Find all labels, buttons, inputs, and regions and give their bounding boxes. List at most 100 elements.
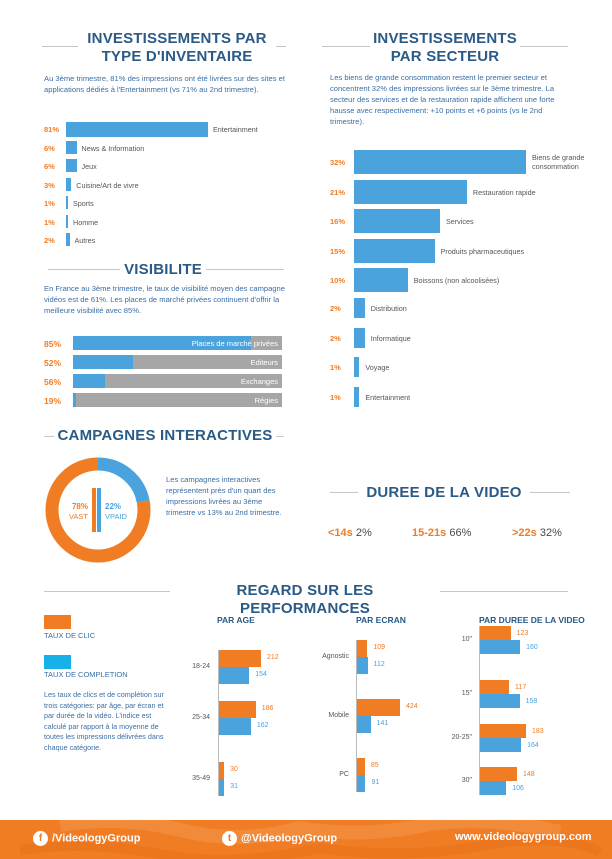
legend-click-label: TAUX DE CLIC bbox=[44, 631, 96, 640]
perf-completion-bar bbox=[356, 775, 366, 792]
perf-group-title: PAR DUREE DE LA VIDEO bbox=[479, 615, 585, 625]
perf-click-value: 117 bbox=[515, 684, 527, 691]
perf-completion-value: 164 bbox=[527, 742, 539, 749]
visibility-fill bbox=[73, 393, 77, 407]
visibility-track bbox=[73, 393, 282, 407]
perf-click-bar bbox=[479, 724, 526, 738]
perf-completion-value: 160 bbox=[526, 644, 538, 651]
visibility-description: En France au 3ème trimestre, le taux de … bbox=[44, 284, 286, 315]
perf-completion-bar bbox=[356, 657, 368, 674]
perf-click-value: 30 bbox=[230, 766, 238, 773]
visibility-chart: 85% Places de marché privées 52% Editeurs 56… bbox=[44, 336, 284, 412]
divider bbox=[48, 269, 120, 270]
divider bbox=[330, 492, 358, 493]
sector-label: Produits pharmaceutiques bbox=[440, 246, 525, 256]
inventory-pct: 1% bbox=[44, 217, 55, 227]
visibility-pct: 52% bbox=[44, 358, 62, 368]
visibility-label: Régies bbox=[254, 396, 278, 405]
visibility-fill bbox=[73, 336, 251, 350]
sector-title-line1: INVESTISSEMENTS bbox=[373, 30, 517, 47]
perf-category-label: Mobile bbox=[328, 712, 349, 719]
perf-click-value: 183 bbox=[532, 728, 544, 735]
perf-completion-bar bbox=[356, 716, 371, 733]
inventory-pct: 1% bbox=[44, 199, 55, 208]
inventory-label: Autres bbox=[74, 236, 96, 245]
inventory-label: Jeux bbox=[81, 162, 97, 171]
perf-completion-value: 112 bbox=[373, 661, 385, 668]
visibility-label: Exchanges bbox=[240, 377, 278, 386]
perf-group-title: PAR AGE bbox=[217, 615, 255, 625]
visibility-pct: 85% bbox=[44, 339, 62, 349]
divider bbox=[276, 46, 286, 47]
duration-row: <14s 2% 15-21s 66% >22s 32% bbox=[328, 527, 578, 543]
footer: f/VideologyGroup t @VideologyGroup www.vi… bbox=[0, 820, 612, 859]
perf-completion-bar bbox=[479, 738, 522, 752]
divider bbox=[206, 269, 284, 270]
footer-map-texture bbox=[19, 820, 603, 859]
footer-twitter[interactable]: t @VideologyGroup bbox=[222, 831, 337, 846]
perf-completion-bar bbox=[218, 718, 251, 735]
footer-facebook[interactable]: f/VideologyGroup bbox=[33, 831, 140, 846]
perf-completion-value: 106 bbox=[512, 785, 524, 792]
perf-axis bbox=[218, 650, 219, 796]
divider bbox=[520, 46, 568, 47]
duration-pct: 2% bbox=[355, 527, 372, 539]
inventory-pct: 6% bbox=[44, 143, 55, 153]
sector-pct: 1% bbox=[330, 392, 341, 402]
perf-category-label: Agnostic bbox=[322, 653, 349, 660]
inventory-bar bbox=[66, 122, 208, 137]
perf-click-bar bbox=[479, 680, 510, 694]
perf-click-value: 123 bbox=[516, 630, 529, 637]
sector-label: Biens de grande consommation bbox=[532, 153, 585, 171]
visibility-label: Places de marché privées bbox=[191, 339, 278, 348]
perf-category-label: 10" bbox=[461, 636, 472, 643]
duration-range: <14s bbox=[328, 527, 353, 539]
inventory-bar bbox=[66, 140, 77, 154]
inventory-bar bbox=[66, 196, 68, 209]
inventory-bar bbox=[66, 214, 68, 228]
inventory-title: INVESTISSEMENTS PAR TYPE D'INVENTAIRE bbox=[78, 30, 276, 66]
sector-bar bbox=[354, 357, 360, 378]
interactive-donut bbox=[44, 456, 152, 564]
vast-marker bbox=[92, 488, 96, 532]
perf-click-bar bbox=[356, 699, 400, 716]
inventory-pct: 81% bbox=[44, 125, 60, 134]
donut-chart bbox=[45, 457, 151, 563]
sector-pct: 32% bbox=[330, 158, 346, 167]
visibility-title: VISIBILITE bbox=[124, 261, 202, 278]
perf-completion-value: 91 bbox=[371, 779, 380, 786]
twitter-handle: @VideologyGroup bbox=[241, 832, 338, 845]
inventory-pct: 3% bbox=[44, 180, 55, 190]
perf-category-label: 25-34 bbox=[192, 714, 210, 721]
perf-axis bbox=[356, 640, 357, 792]
sector-pct: 1% bbox=[330, 363, 341, 373]
sector-bar bbox=[354, 327, 365, 348]
inventory-label: Sports bbox=[73, 199, 94, 208]
duration-range: 15-21s bbox=[412, 527, 447, 539]
sector-label: Voyage bbox=[365, 363, 390, 373]
perf-completion-bar bbox=[479, 694, 520, 708]
interactive-description: Les campagnes interactives représentent … bbox=[166, 475, 282, 517]
perf-click-bar bbox=[479, 767, 517, 781]
visibility-pct: 56% bbox=[44, 377, 62, 387]
perf-click-bar bbox=[218, 650, 261, 667]
sector-label: Boissons (non alcoolisées) bbox=[413, 276, 500, 286]
sector-pct: 2% bbox=[330, 304, 341, 313]
legend-click-swatch bbox=[44, 615, 71, 629]
sector-label: Restauration rapide bbox=[472, 187, 536, 197]
legend-completion-label: TAUX DE COMPLETION bbox=[44, 670, 128, 679]
perf-click-value: 424 bbox=[406, 703, 418, 710]
divider bbox=[44, 436, 54, 437]
footer-website[interactable]: www.videologygroup.com bbox=[455, 831, 592, 843]
inventory-label: Entertainment bbox=[213, 125, 258, 134]
perf-click-bar bbox=[356, 758, 365, 775]
sector-label: Informatique bbox=[370, 333, 411, 343]
sector-bar bbox=[354, 150, 526, 174]
duration-item: 15-21s 66% bbox=[412, 527, 471, 539]
donut-vast-slice bbox=[45, 457, 151, 563]
inventory-pct: 6% bbox=[44, 162, 55, 171]
divider bbox=[44, 591, 170, 592]
inventory-bar bbox=[66, 177, 72, 191]
legend-completion-swatch bbox=[44, 655, 71, 669]
perf-completion-bar bbox=[479, 781, 507, 795]
